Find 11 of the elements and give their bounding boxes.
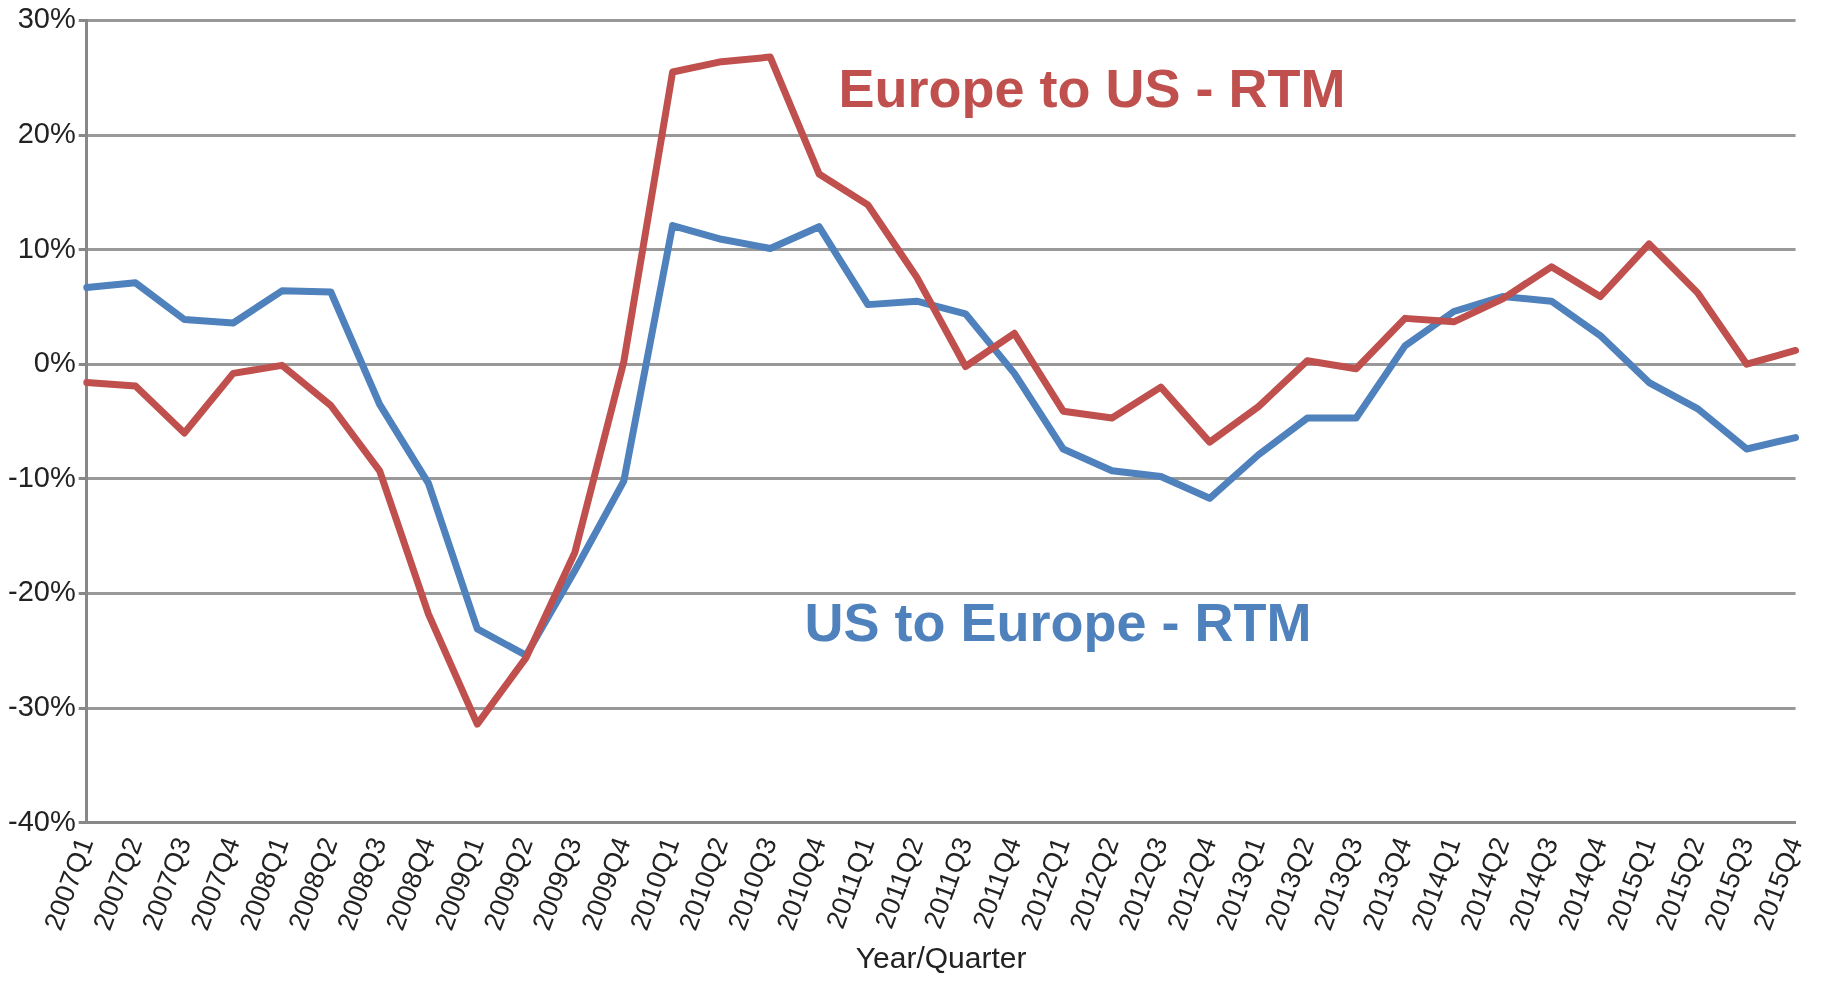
y-tick-label: -30% (8, 690, 76, 723)
y-tick-label: -10% (8, 460, 76, 493)
x-axis-title: Year/Quarter (855, 941, 1027, 975)
text: US to Europe - RTM (804, 591, 1312, 652)
y-tick-label: 20% (17, 117, 76, 149)
y-tick-label: 10% (17, 231, 76, 264)
y-tick-label: 30% (17, 2, 76, 35)
series-label: Europe to US - RTM (838, 58, 1346, 119)
y-tick-label: -20% (8, 575, 76, 608)
y-tick-label: 0% (33, 346, 76, 379)
y-tick-label: -40% (8, 804, 76, 837)
